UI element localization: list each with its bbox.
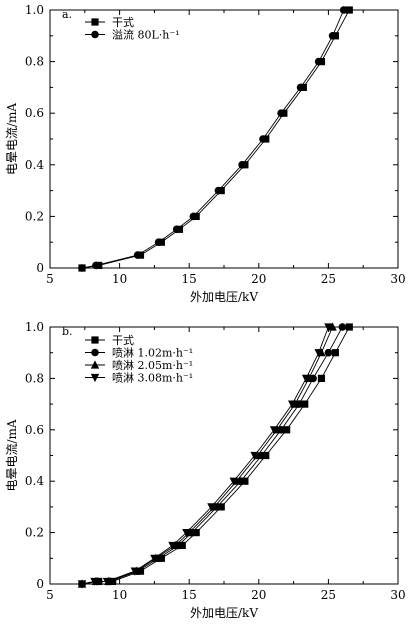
data-point [238,161,246,169]
x-tick-label: 25 [321,588,336,602]
x-tick-label: 25 [321,272,336,286]
y-tick-label: 0 [36,261,44,275]
series-line [81,9,350,269]
data-point [324,348,333,357]
legend-entry: 干式 [112,16,134,29]
data-point [314,349,323,358]
data-point [250,451,259,461]
legend-marker [90,373,100,383]
x-tick-label: 30 [390,588,405,602]
data-point [259,135,267,143]
data-point [189,212,198,221]
data-point [345,6,353,14]
data-point [288,400,297,409]
legend-marker [91,348,99,357]
y-tick-label: 0.4 [25,474,44,488]
data-point [78,264,86,272]
legend-marker [91,18,99,26]
x-tick-label: 30 [390,272,405,286]
chart-panel-2: 5 10 15 20 25 30 0 0.2 0.4 0.6 0.8 1.0 外加电压/kV 电晕电流/m… [5,320,406,620]
data-point [192,529,200,537]
series-line [81,9,345,269]
data-point [324,323,333,332]
data-point [178,541,186,550]
data-point [172,225,181,234]
data-point [241,477,249,485]
data-point [296,83,305,92]
data-point [301,374,311,383]
data-point [283,426,291,434]
data-point [92,261,100,270]
x-tick-label: 20 [251,272,266,286]
data-point [217,503,225,511]
data-point [207,503,216,512]
data-point [301,400,309,408]
data-point [229,477,238,486]
data-point [339,6,348,14]
data-point [338,323,347,331]
plot-frame [49,326,399,585]
y-axis-title: 电晕电流/mA [5,103,19,175]
legend-entry: 干式 [112,334,134,347]
y-tick-label: 0.6 [25,106,44,120]
x-tick-label: 15 [182,588,197,602]
y-tick-label: 0.6 [25,423,44,437]
legend-entry: 溢流 80L·h⁻¹ [112,28,180,42]
legend-entry: 喷淋 3.08m·h⁻¹ [112,372,193,385]
x-tick-label: 15 [182,272,197,286]
panel-label: a. [62,8,72,21]
y-tick-label: 0.2 [25,526,44,540]
data-point [182,529,191,538]
y-tick-label: 0.4 [25,158,44,172]
legend-marker [91,336,99,344]
data-point [150,554,159,563]
y-axis-title: 电晕电流/mA [5,419,19,491]
data-point [90,577,99,587]
y-tick-label: 0.2 [25,209,44,223]
data-point [262,451,270,460]
data-point [133,251,142,259]
data-point [214,186,223,195]
x-tick-label: 10 [112,588,127,602]
data-point [77,580,87,589]
data-point [130,567,140,576]
chart-panel-1: 5 10 15 20 25 30 0 0.2 0.4 0.6 0.8 1.0 外加电压/kV 电晕电流/m… [5,3,406,304]
data-point [328,322,337,331]
y-tick-label: 1.0 [25,320,44,334]
data-point [168,541,177,551]
legend-entry: 喷淋 1.02m·h⁻¹ [112,347,193,360]
data-point [277,109,285,117]
data-point [314,57,323,66]
data-point [331,349,339,357]
data-point [328,32,337,40]
data-point [345,323,353,331]
x-tick-label: 5 [46,588,54,602]
data-point [102,577,112,587]
y-tick-label: 0.8 [25,55,44,69]
data-point [269,426,279,435]
x-tick-label: 10 [112,272,127,286]
data-point [154,238,163,246]
y-tick-label: 1.0 [25,3,44,17]
x-axis-title: 外加电压/kV [190,290,258,304]
legend-marker [90,360,100,369]
legend-marker [91,30,99,39]
x-tick-label: 20 [251,588,266,602]
legend-entry: 喷淋 2.05m·h⁻¹ [112,359,193,372]
plot-frame [49,9,399,269]
panel-label: b. [62,325,73,338]
y-tick-label: 0 [36,577,44,591]
y-tick-label: 0.8 [25,371,44,385]
x-tick-label: 5 [46,272,54,286]
data-point [317,374,326,382]
x-axis-title: 外加电压/kV [190,606,258,620]
